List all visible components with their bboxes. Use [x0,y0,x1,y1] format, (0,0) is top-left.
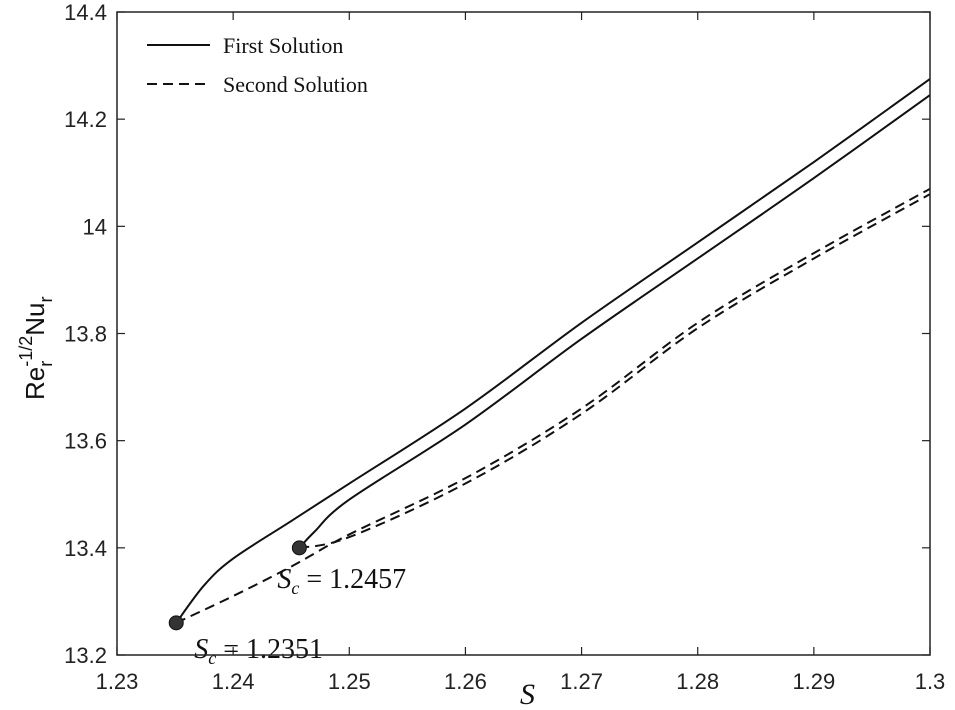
legend-first-solution: First Solution [223,33,343,58]
legend: First Solution Second Solution [147,33,368,97]
axis-ticks [116,11,931,656]
critical-point-marker [291,540,307,556]
x-tick-label: 1.25 [328,669,371,694]
x-tick-label: 1.29 [792,669,835,694]
y-tick-label: 13.4 [64,536,107,561]
tick-labels: 1.23 1.24 1.25 1.26 1.27 1.28 1.29 1.3 13.2 13.4 1… [64,0,945,694]
x-tick-label: 1.27 [560,669,603,694]
legend-second-solution: Second Solution [223,72,368,97]
y-tick-label: 14.4 [64,0,107,25]
first-solution-line [175,78,931,624]
y-tick-label: 13.2 [64,643,107,668]
x-tick-label: 1.3 [915,669,946,694]
y-tick-label: 14.2 [64,107,107,132]
svg-text:Rer-1/2Nur: Rer-1/2Nur [16,296,56,400]
y-axis-label-mid: Nu [20,302,50,335]
series-layer [175,78,931,624]
y-tick-label: 14 [83,214,107,239]
y-axis-label: Rer-1/2Nur [16,296,56,400]
x-tick-label: 1.26 [444,669,487,694]
plot-frame [116,11,931,656]
y-tick-label: 13.8 [64,322,107,347]
critical-points-layer: Sc = 1.2351 Sc = 1.2457 [168,540,406,668]
y-tick-label: 13.6 [64,429,107,454]
critical-point-marker [168,615,184,631]
x-tick-label: 1.23 [96,669,139,694]
critical-point-label: Sc = 1.2457 [277,564,406,598]
y-axis-label-sub1: r [36,361,56,367]
y-axis-label-sup: -1/2 [16,336,36,367]
x-axis-label: S [520,678,535,710]
critical-point-label: Sc = 1.2351 [194,634,323,668]
y-axis-label-sub2: r [36,296,56,302]
second-solution-line [175,187,931,624]
second-solution-line [299,193,931,549]
first-solution-line [298,94,931,549]
y-axis-label-base: Re [20,367,50,400]
x-tick-label: 1.24 [212,669,255,694]
x-tick-label: 1.28 [676,669,719,694]
